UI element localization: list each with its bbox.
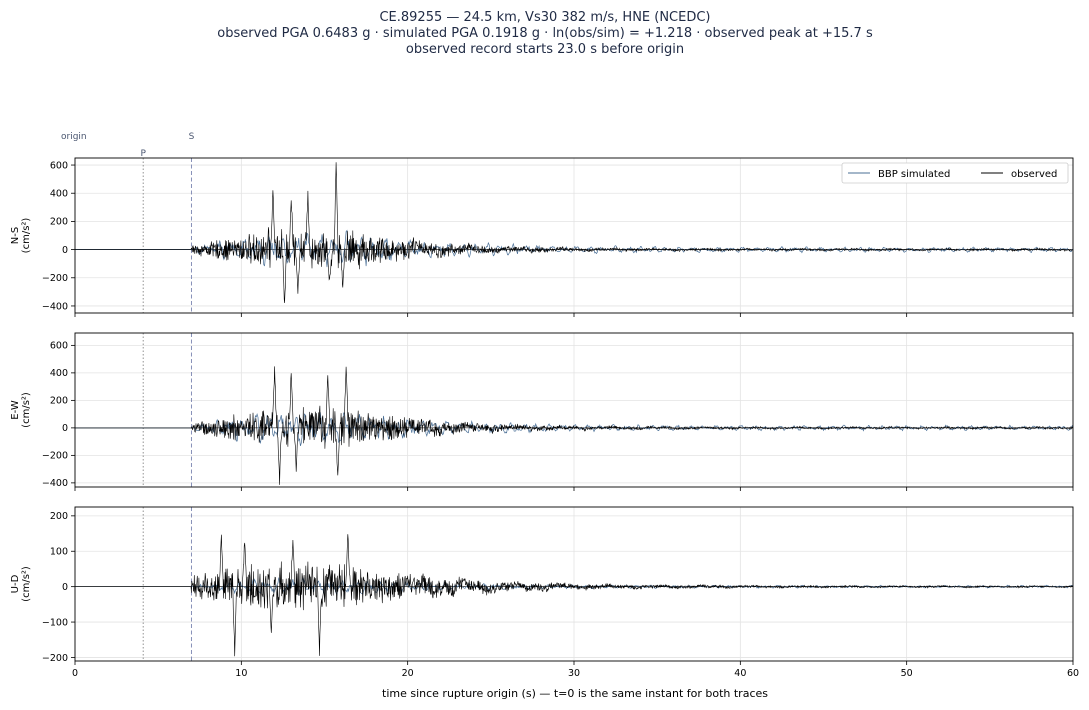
observed-trace	[75, 534, 1074, 657]
y-axis-label: E-W(cm/s²)	[10, 392, 32, 428]
x-tick-label: 30	[568, 668, 580, 679]
y-tick-label: 200	[50, 511, 68, 522]
y-tick-label: −200	[42, 451, 68, 462]
x-tick-label: 0	[72, 668, 78, 679]
y-axis-label-unit: (cm/s²)	[21, 218, 32, 254]
y-tick-label: −200	[42, 653, 68, 664]
y-axis-label-component: N-S	[10, 227, 21, 244]
y-axis-label: N-S(cm/s²)	[10, 218, 32, 254]
y-tick-label: 0	[62, 245, 68, 256]
origin-marker-label: origin	[61, 132, 87, 142]
legend-label-simulated: BBP simulated	[878, 169, 950, 180]
waveform-panels: −400−2000200400600N-S(cm/s²)−400−2000200…	[10, 157, 1079, 679]
x-tick-label: 60	[1067, 668, 1079, 679]
simulated-trace	[75, 412, 1074, 447]
y-tick-label: 600	[50, 341, 68, 352]
x-axis-label: time since rupture origin (s) — t=0 is t…	[382, 687, 768, 700]
observed-trace	[75, 366, 1074, 485]
title-line-1: CE.89255 — 24.5 km, Vs30 382 m/s, HNE (N…	[379, 10, 710, 25]
y-tick-label: 600	[50, 160, 68, 171]
title-line-3: observed record starts 23.0 s before ori…	[406, 42, 684, 57]
observed-trace	[75, 162, 1074, 304]
phase-marker-labels: origin P S	[61, 132, 195, 159]
y-axis-label-unit: (cm/s²)	[21, 392, 32, 428]
y-axis-label: U-D(cm/s²)	[10, 566, 32, 602]
title-line-2: observed PGA 0.6483 g · simulated PGA 0.…	[217, 26, 873, 41]
s-marker-label: S	[189, 132, 195, 142]
y-tick-label: 0	[62, 582, 68, 593]
y-tick-label: 200	[50, 396, 68, 407]
x-tick-label: 10	[235, 668, 247, 679]
legend-box	[841, 162, 1069, 184]
y-tick-label: 400	[50, 189, 68, 200]
y-tick-label: −400	[42, 301, 68, 312]
y-axis-label-unit: (cm/s²)	[21, 566, 32, 602]
legend-label-observed: observed	[1011, 169, 1057, 180]
x-tick-label: 40	[734, 668, 746, 679]
y-tick-label: −200	[42, 273, 68, 284]
y-tick-label: 0	[62, 423, 68, 434]
y-tick-label: −400	[42, 478, 68, 489]
panel-1: −400 −200 0 200 400 600 E-W(cm/s²)	[10, 332, 1074, 491]
y-tick-label: 100	[50, 547, 68, 558]
y-axis-label-component: U-D	[10, 574, 21, 593]
y-tick-label: 200	[50, 217, 68, 228]
y-tick-label: 400	[50, 368, 68, 379]
panel-2: −200 −100 0 100 200 0 10 20 30 40 50 60 U-D(cm/s²)	[10, 506, 1079, 679]
y-axis-label-component: E-W	[10, 400, 21, 420]
legend: BBP simulated observed	[841, 162, 1069, 184]
p-marker-label: P	[140, 149, 146, 159]
y-tick-label: −100	[42, 617, 68, 628]
panel-0: −400 −200 0 200 400 600 N-S(cm/s²)	[10, 157, 1074, 317]
chart-title: CE.89255 — 24.5 km, Vs30 382 m/s, HNE (N…	[217, 10, 873, 57]
x-tick-label: 20	[402, 668, 414, 679]
x-tick-label: 50	[901, 668, 913, 679]
